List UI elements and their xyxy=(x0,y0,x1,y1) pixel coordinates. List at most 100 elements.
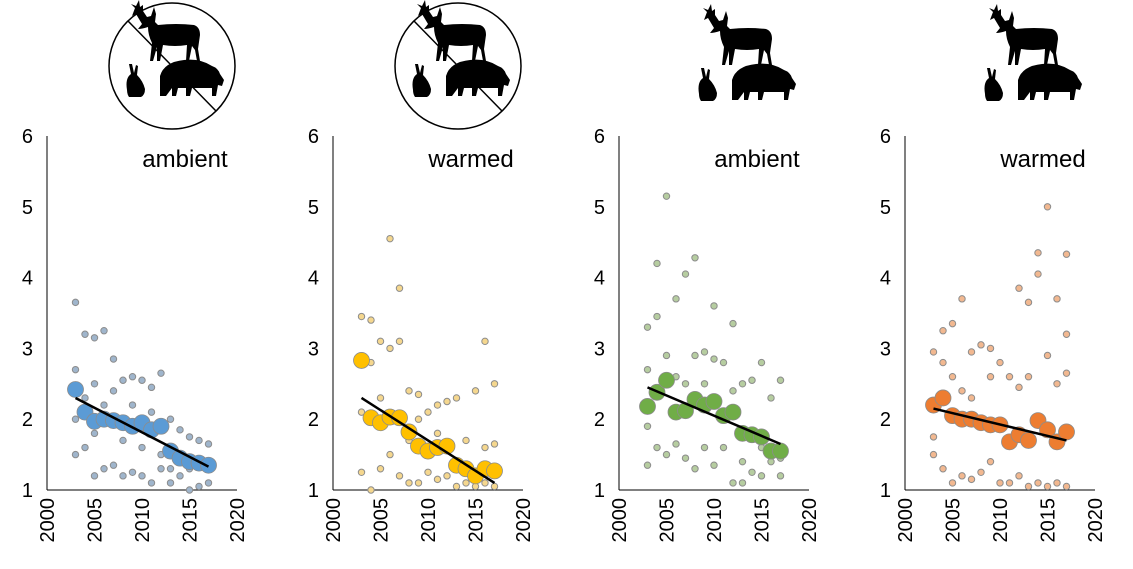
plot-point xyxy=(758,359,764,365)
plot-point xyxy=(758,473,764,479)
y-tick-label: 4 xyxy=(22,268,33,290)
panel-title: ambient xyxy=(142,146,228,173)
plot-point xyxy=(377,395,383,401)
plot-point xyxy=(711,462,717,468)
panel: 12345620002005201020152020ambient xyxy=(594,126,821,543)
plot-point xyxy=(692,352,698,358)
plot-point xyxy=(1044,204,1050,210)
plot-point xyxy=(1016,473,1022,479)
plot-point xyxy=(739,458,745,464)
plot-point xyxy=(368,317,374,323)
y-tick-label: 4 xyxy=(594,268,605,290)
herbivore-icon xyxy=(985,4,1083,101)
plot-point xyxy=(406,480,412,486)
y-tick-label: 5 xyxy=(880,197,891,219)
herbivore-exclusion-icon xyxy=(109,0,235,129)
plot-point xyxy=(1025,299,1031,305)
plot-point xyxy=(425,469,431,475)
plot-point xyxy=(1063,483,1069,489)
plot-point xyxy=(1044,352,1050,358)
herbivore-exclusion-icon xyxy=(395,0,521,129)
plot-point xyxy=(749,377,755,383)
plot-point xyxy=(72,299,78,305)
icons xyxy=(109,0,1082,129)
y-tick-label: 1 xyxy=(594,480,605,502)
plot-point xyxy=(139,473,145,479)
plot-point xyxy=(406,388,412,394)
plot-point xyxy=(72,366,78,372)
yearly-mean-point xyxy=(201,457,217,473)
plot-point xyxy=(205,480,211,486)
plot-point xyxy=(472,388,478,394)
plot-point xyxy=(110,356,116,362)
y-tick-label: 4 xyxy=(880,268,891,290)
x-tick-label: 2020 xyxy=(227,498,249,543)
plot-point xyxy=(129,469,135,475)
plot-point xyxy=(91,473,97,479)
plot-point xyxy=(1016,285,1022,291)
plot-point xyxy=(1006,480,1012,486)
plot-point xyxy=(1016,384,1022,390)
plot-point xyxy=(129,402,135,408)
plot-point xyxy=(110,462,116,468)
plot-point xyxy=(463,480,469,486)
yearly-mean-point xyxy=(706,394,722,410)
plot-point xyxy=(987,458,993,464)
plot-point xyxy=(701,381,707,387)
plot-point xyxy=(644,366,650,372)
plot-point xyxy=(415,391,421,397)
plot-point xyxy=(91,430,97,436)
yearly-mean-point xyxy=(725,404,741,420)
x-tick-label: 2000 xyxy=(323,498,345,543)
plot-point xyxy=(682,455,688,461)
plot-point xyxy=(730,388,736,394)
plot-point xyxy=(940,466,946,472)
plot-point xyxy=(186,487,192,493)
y-tick-label: 6 xyxy=(594,126,605,148)
plot-point xyxy=(444,398,450,404)
plot-point xyxy=(482,480,488,486)
plot-point xyxy=(968,476,974,482)
plot-point xyxy=(1054,480,1060,486)
plot-point xyxy=(730,320,736,326)
plot-point xyxy=(987,374,993,380)
plot-point xyxy=(1006,374,1012,380)
plot-point xyxy=(1063,370,1069,376)
chart: 12345620002005201020152020ambient1 2 3 4 5 6 2… xyxy=(0,0,1133,569)
plot-point xyxy=(682,381,688,387)
plot-point xyxy=(940,328,946,334)
plot-point xyxy=(987,345,993,351)
plot-point xyxy=(434,402,440,408)
plot-point xyxy=(1035,271,1041,277)
plot-point xyxy=(682,271,688,277)
y-tick-label: 2 xyxy=(880,409,891,431)
plot-point xyxy=(139,444,145,450)
plot-point xyxy=(663,451,669,457)
panel-title: ambient xyxy=(714,146,800,173)
plot-point xyxy=(358,313,364,319)
plot-point xyxy=(654,444,660,450)
plot-point xyxy=(453,395,459,401)
plot-point xyxy=(1054,381,1060,387)
plot-point xyxy=(444,473,450,479)
plot-point xyxy=(968,349,974,355)
plot-point xyxy=(177,427,183,433)
plot-point xyxy=(463,437,469,443)
plot-point xyxy=(167,416,173,422)
plot-point xyxy=(720,359,726,365)
plot-point xyxy=(101,466,107,472)
plot-point xyxy=(196,437,202,443)
plot-point xyxy=(396,338,402,344)
x-tick-label: 2005 xyxy=(85,498,107,543)
plot-point xyxy=(1035,250,1041,256)
yearly-mean-point xyxy=(153,418,169,434)
plot-point xyxy=(654,313,660,319)
plot-point xyxy=(1044,483,1050,489)
plot-point xyxy=(482,444,488,450)
x-tick-label: 2000 xyxy=(895,498,917,543)
x-tick-label: 2005 xyxy=(371,498,393,543)
y-tick-label: 3 xyxy=(22,338,33,360)
x-tick-label: 2005 xyxy=(943,498,965,543)
plot-point xyxy=(720,444,726,450)
